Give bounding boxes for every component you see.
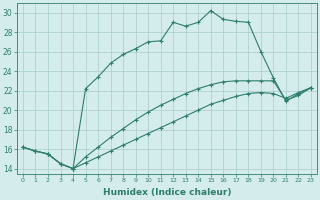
X-axis label: Humidex (Indice chaleur): Humidex (Indice chaleur) bbox=[103, 188, 231, 197]
